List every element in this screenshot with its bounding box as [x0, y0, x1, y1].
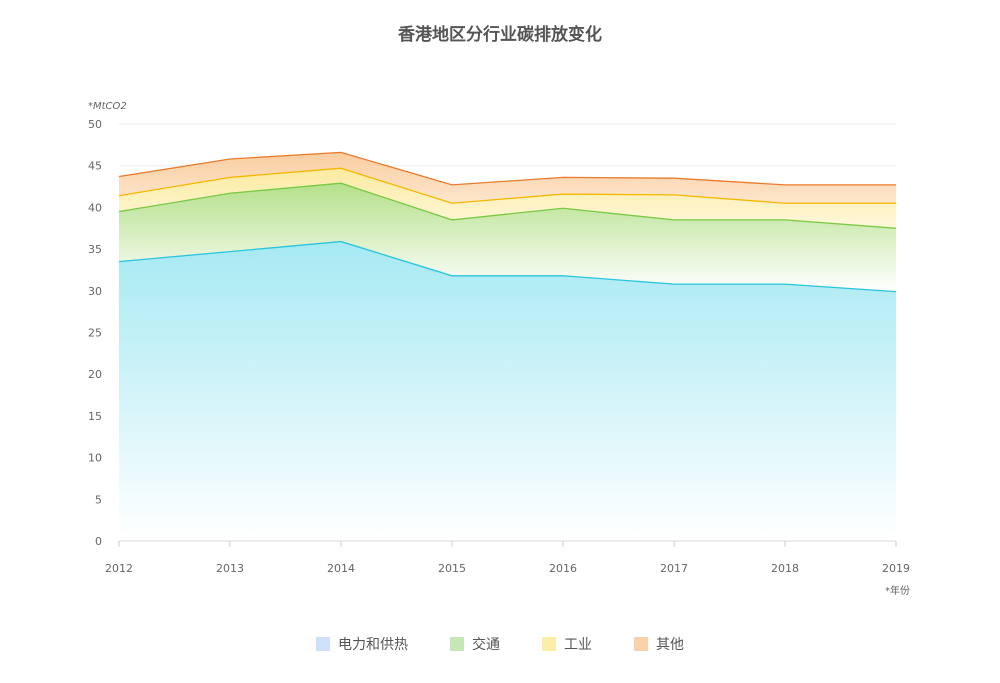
area-series-1	[119, 183, 896, 292]
y-tick-label: 35	[88, 243, 102, 256]
area-series-0	[119, 241, 896, 541]
legend-label: 电力和供热	[338, 637, 408, 653]
x-axis-unit-label: *年份	[885, 584, 910, 597]
line-series-3	[118, 151, 896, 186]
chart-title: 香港地区分行业碳排放变化	[398, 25, 602, 45]
area-series-2	[119, 168, 896, 229]
legend: 电力和供热 交通 工业 其他	[0, 634, 1000, 654]
x-tick-label: 2015	[438, 562, 466, 575]
x-tick-label: 2014	[327, 562, 355, 575]
y-tick-label: 10	[88, 452, 102, 465]
x-tick-label: 2016	[549, 562, 577, 575]
legend-label: 工业	[564, 637, 592, 653]
legend-item[interactable]: 交通	[450, 634, 500, 654]
x-tick-label: 2012	[105, 562, 133, 575]
legend-swatch	[450, 637, 464, 651]
legend-swatch	[634, 637, 648, 651]
legend-swatch	[316, 637, 330, 651]
legend-label: 交通	[472, 637, 500, 653]
legend-swatch	[542, 637, 556, 651]
y-tick-label: 0	[95, 535, 102, 548]
y-tick-label: 25	[88, 327, 102, 340]
x-tick-label: 2017	[660, 562, 688, 575]
line-series-2	[118, 167, 896, 204]
y-tick-label: 30	[88, 285, 102, 298]
x-tick-label: 2013	[216, 562, 244, 575]
y-tick-label: 20	[88, 368, 102, 381]
y-axis-unit-label: *MtCO2	[88, 101, 127, 112]
y-tick-label: 5	[95, 493, 102, 506]
line-series-1	[118, 182, 897, 229]
y-tick-label: 50	[88, 118, 102, 131]
legend-item[interactable]: 其他	[634, 634, 684, 654]
legend-item[interactable]: 工业	[542, 634, 592, 654]
legend-item[interactable]: 电力和供热	[316, 634, 408, 654]
line-series-0	[118, 240, 897, 293]
x-tick-label: 2019	[882, 562, 910, 575]
y-tick-label: 40	[88, 201, 102, 214]
area-series-3	[119, 152, 896, 204]
y-tick-label: 45	[88, 160, 102, 173]
y-tick-label: 15	[88, 410, 102, 423]
x-tick-label: 2018	[771, 562, 799, 575]
legend-label: 其他	[656, 637, 684, 653]
